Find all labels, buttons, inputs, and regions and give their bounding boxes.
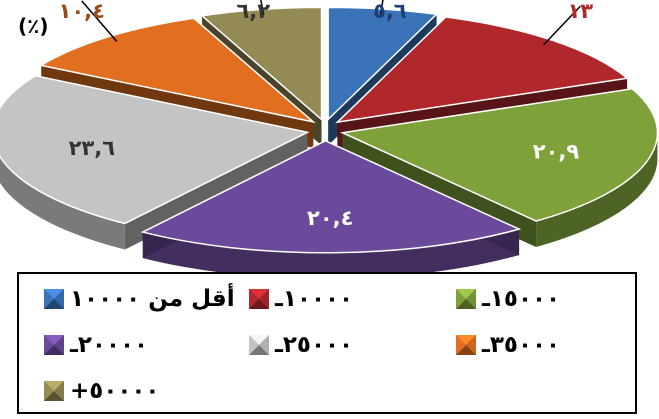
legend: أقل من ١٠٠٠٠ ١٠٠٠٠ـ ١٥٠٠٠ـ ٢٠٠٠٠ـ ٢٥٠٠٠ـ…: [17, 272, 637, 414]
leader-line-1: [542, 5, 581, 46]
leader-line-6: [260, 0, 265, 16]
legend-label-1: ١٠٠٠٠ـ: [275, 286, 354, 312]
legend-item-3: ٢٠٠٠٠ـ: [44, 328, 148, 362]
legend-label-4: ٢٥٠٠٠ـ: [275, 332, 354, 358]
legend-swatch-1: [249, 289, 269, 309]
legend-label-3: ٢٠٠٠٠ـ: [70, 332, 149, 358]
pie-slice-1: [335, 16, 629, 124]
legend-item-5: ٣٥٠٠٠ـ: [456, 328, 560, 362]
data-label-6: ٦,٢: [236, 0, 270, 23]
legend-swatch-2: [456, 289, 476, 309]
pie-chart: ٥,٦ ١٣ ٢٠,٩ ٢٠,٤ ٢٣,٦ ١٠,٤ ٦,٢: [0, 0, 659, 272]
legend-item-6: +٥٠٠٠٠: [44, 374, 159, 408]
pie-slice-3: [140, 139, 522, 254]
legend-label-6: +٥٠٠٠٠: [70, 378, 160, 404]
data-label-1: ١٣: [567, 0, 593, 23]
unit-label: (٪): [18, 14, 49, 38]
pie-slice-4: [0, 74, 310, 225]
legend-label-0: أقل من ١٠٠٠٠: [70, 286, 235, 312]
legend-label-5: ٣٥٠٠٠ـ: [482, 332, 561, 358]
pie-slice-0: [327, 6, 439, 122]
legend-swatch-3: [44, 335, 64, 355]
pie-slice-2: [339, 87, 659, 222]
leader-line-5: [81, 0, 118, 43]
legend-swatch-5: [456, 335, 476, 355]
legend-swatch-0: [44, 289, 64, 309]
data-label-2: ٢٠,٩: [533, 139, 580, 163]
legend-item-1: ١٠٠٠٠ـ: [249, 282, 353, 316]
data-label-0: ٥,٦: [373, 0, 407, 23]
legend-item-2: ١٥٠٠٠ـ: [456, 282, 560, 316]
legend-swatch-4: [249, 335, 269, 355]
data-label-5: ١٠,٤: [59, 0, 105, 23]
legend-swatch-6: [44, 381, 64, 401]
data-label-4: ٢٣,٦: [69, 136, 116, 160]
legend-label-2: ١٥٠٠٠ـ: [482, 286, 561, 312]
leader-line-0: [379, 0, 384, 15]
legend-item-0: أقل من ١٠٠٠٠: [44, 282, 235, 316]
pie-slice-5: [39, 17, 316, 124]
legend-item-4: ٢٥٠٠٠ـ: [249, 328, 353, 362]
pie-slice-6: [200, 6, 323, 122]
data-label-3: ٢٠,٤: [307, 206, 353, 230]
